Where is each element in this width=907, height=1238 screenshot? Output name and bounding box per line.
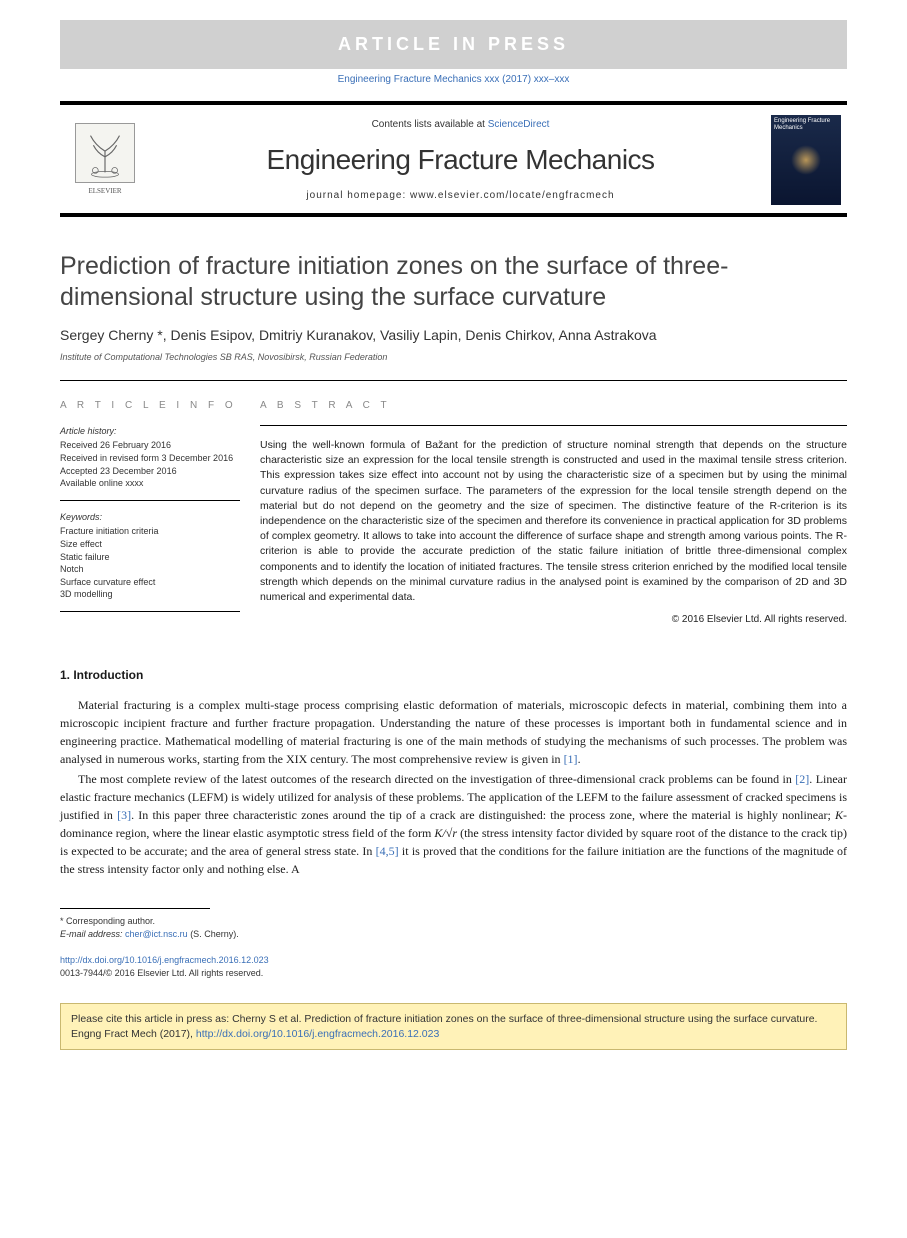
- elsevier-logo[interactable]: ELSEVIER: [60, 123, 150, 197]
- para-text: . In this paper three characteristic zon…: [131, 808, 835, 822]
- body-paragraph: Material fracturing is a complex multi-s…: [60, 696, 847, 768]
- citation-link[interactable]: [3]: [117, 808, 131, 822]
- sciencedirect-link[interactable]: ScienceDirect: [488, 119, 550, 130]
- citebox-text: Please cite this article in press as: Ch…: [71, 1013, 817, 1039]
- contents-prefix: Contents lists available at: [372, 119, 488, 130]
- history-received: Received 26 February 2016: [60, 439, 240, 452]
- article-in-press-banner: ARTICLE IN PRESS: [60, 20, 847, 69]
- authors-text: Sergey Cherny *, Denis Esipov, Dmitriy K…: [60, 327, 657, 343]
- article-meta-row: A R T I C L E I N F O Article history: R…: [60, 380, 847, 627]
- article-info-label: A R T I C L E I N F O: [60, 399, 240, 413]
- elsevier-label: ELSEVIER: [66, 187, 144, 197]
- keyword-item: Size effect: [60, 538, 240, 551]
- section-introduction: 1. Introduction Material fracturing is a…: [60, 667, 847, 878]
- article-info-column: A R T I C L E I N F O Article history: R…: [60, 399, 260, 627]
- please-cite-box: Please cite this article in press as: Ch…: [60, 1003, 847, 1049]
- press-citation: Engineering Fracture Mechanics xxx (2017…: [0, 73, 907, 87]
- history-label: Article history:: [60, 425, 240, 438]
- math-symbol: K: [835, 808, 843, 822]
- citation-link[interactable]: [4,5]: [376, 844, 399, 858]
- email-label: E-mail address:: [60, 929, 125, 939]
- journal-homepage: journal homepage: www.elsevier.com/locat…: [150, 189, 771, 203]
- masthead-center: Contents lists available at ScienceDirec…: [150, 118, 771, 203]
- cover-art-glow: [791, 145, 821, 175]
- email-suffix: (S. Cherny).: [188, 929, 239, 939]
- footnote-content: * Corresponding author. E-mail address: …: [60, 915, 847, 940]
- abstract-column: A B S T R A C T Using the well-known for…: [260, 399, 847, 627]
- abstract-copyright: © 2016 Elsevier Ltd. All rights reserved…: [260, 613, 847, 627]
- article-title: Prediction of fracture initiation zones …: [60, 251, 847, 314]
- abstract-label: A B S T R A C T: [260, 399, 847, 413]
- history-revised: Received in revised form 3 December 2016: [60, 452, 240, 465]
- citation-link[interactable]: [1]: [564, 752, 578, 766]
- body-paragraph: The most complete review of the latest o…: [60, 770, 847, 878]
- footer-meta: http://dx.doi.org/10.1016/j.engfracmech.…: [60, 954, 847, 979]
- citation-link[interactable]: [2]: [795, 772, 809, 786]
- email-line: E-mail address: cher@ict.nsc.ru (S. Cher…: [60, 928, 847, 941]
- doi-link[interactable]: http://dx.doi.org/10.1016/j.engfracmech.…: [60, 955, 269, 965]
- cover-title-text: Engineering Fracture Mechanics: [774, 118, 838, 131]
- history-accepted: Accepted 23 December 2016: [60, 465, 240, 478]
- keyword-item: Notch: [60, 563, 240, 576]
- footnote-rule: [60, 908, 210, 909]
- journal-cover-thumbnail[interactable]: Engineering Fracture Mechanics: [771, 115, 841, 205]
- author-email-link[interactable]: cher@ict.nsc.ru: [125, 929, 188, 939]
- math-formula: K/√r: [434, 826, 457, 840]
- para-text: Material fracturing is a complex multi-s…: [60, 698, 847, 766]
- para-text: .: [578, 752, 581, 766]
- author-list: Sergey Cherny *, Denis Esipov, Dmitriy K…: [60, 326, 847, 346]
- para-text: The most complete review of the latest o…: [78, 772, 795, 786]
- history-online: Available online xxxx: [60, 477, 240, 490]
- keyword-item: 3D modelling: [60, 588, 240, 601]
- abstract-text: Using the well-known formula of Bažant f…: [260, 438, 847, 605]
- elsevier-tree-icon: [75, 123, 135, 183]
- contents-available-line: Contents lists available at ScienceDirec…: [150, 118, 771, 132]
- affiliation: Institute of Computational Technologies …: [60, 351, 847, 364]
- journal-name: Engineering Fracture Mechanics: [150, 140, 771, 179]
- keywords-block: Keywords: Fracture initiation criteria S…: [60, 511, 240, 612]
- corresponding-author-note: * Corresponding author.: [60, 915, 847, 928]
- keyword-item: Fracture initiation criteria: [60, 525, 240, 538]
- journal-masthead: ELSEVIER Contents lists available at Sci…: [60, 101, 847, 217]
- article-history-block: Article history: Received 26 February 20…: [60, 425, 240, 501]
- keyword-item: Static failure: [60, 551, 240, 564]
- citebox-doi-link[interactable]: http://dx.doi.org/10.1016/j.engfracmech.…: [196, 1028, 439, 1040]
- section-heading: 1. Introduction: [60, 667, 847, 684]
- keywords-label: Keywords:: [60, 511, 240, 524]
- keyword-item: Surface curvature effect: [60, 576, 240, 589]
- issn-copyright-line: 0013-7944/© 2016 Elsevier Ltd. All right…: [60, 967, 847, 980]
